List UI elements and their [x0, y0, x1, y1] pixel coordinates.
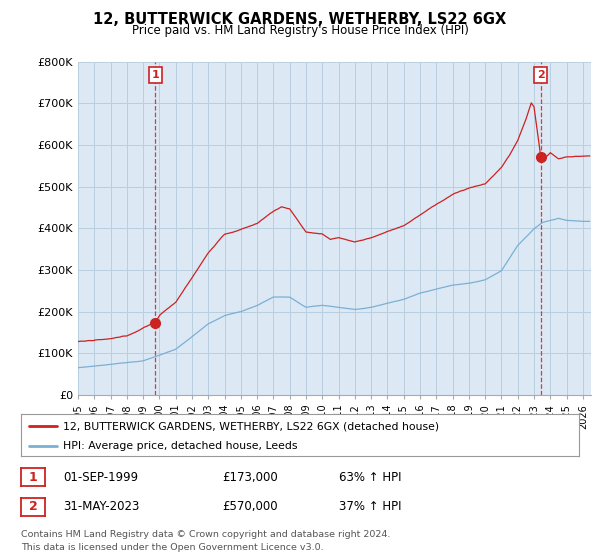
Text: Price paid vs. HM Land Registry's House Price Index (HPI): Price paid vs. HM Land Registry's House …: [131, 24, 469, 36]
Text: 63% ↑ HPI: 63% ↑ HPI: [339, 470, 401, 484]
Text: 12, BUTTERWICK GARDENS, WETHERBY, LS22 6GX: 12, BUTTERWICK GARDENS, WETHERBY, LS22 6…: [94, 12, 506, 27]
Text: £173,000: £173,000: [222, 470, 278, 484]
Text: £570,000: £570,000: [222, 500, 278, 514]
Text: 1: 1: [151, 70, 159, 80]
Text: 37% ↑ HPI: 37% ↑ HPI: [339, 500, 401, 514]
Text: 01-SEP-1999: 01-SEP-1999: [63, 470, 138, 484]
Text: This data is licensed under the Open Government Licence v3.0.: This data is licensed under the Open Gov…: [21, 543, 323, 552]
Text: 2: 2: [29, 500, 37, 514]
Text: 2: 2: [537, 70, 545, 80]
Text: 12, BUTTERWICK GARDENS, WETHERBY, LS22 6GX (detached house): 12, BUTTERWICK GARDENS, WETHERBY, LS22 6…: [63, 421, 439, 431]
Text: HPI: Average price, detached house, Leeds: HPI: Average price, detached house, Leed…: [63, 441, 298, 451]
Text: 1: 1: [29, 470, 37, 484]
Text: 31-MAY-2023: 31-MAY-2023: [63, 500, 139, 514]
Text: Contains HM Land Registry data © Crown copyright and database right 2024.: Contains HM Land Registry data © Crown c…: [21, 530, 391, 539]
